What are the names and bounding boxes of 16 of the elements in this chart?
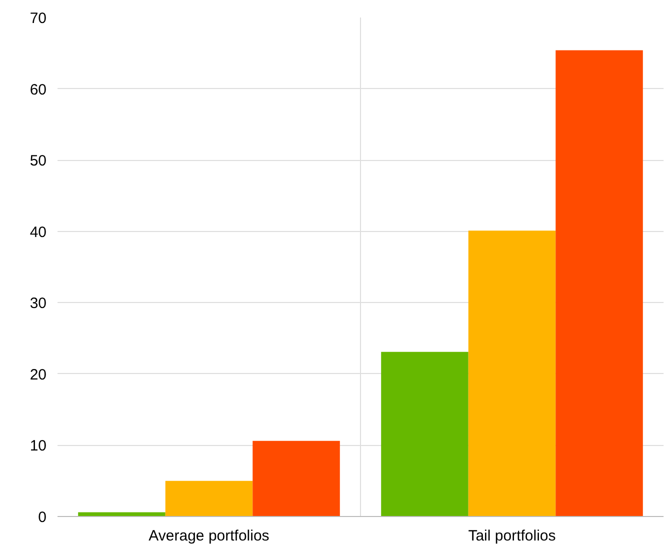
x-tick-label: Average portfolios	[148, 528, 270, 544]
y-tick-label: 0	[38, 509, 46, 526]
bar	[165, 480, 253, 516]
bar	[468, 230, 556, 516]
bar	[381, 352, 468, 516]
bar	[556, 50, 643, 516]
y-tick-label: 10	[30, 438, 47, 455]
y-tick-label: 30	[30, 295, 47, 312]
bar	[78, 512, 166, 516]
y-tick-label: 20	[30, 366, 47, 384]
y-tick-label: 60	[30, 81, 47, 98]
y-tick-label: 50	[30, 152, 47, 170]
bar	[252, 440, 340, 516]
y-tick-label: 70	[30, 10, 47, 27]
y-tick-label: 40	[30, 224, 47, 241]
x-tick-label: Tail portfolios	[468, 528, 556, 544]
